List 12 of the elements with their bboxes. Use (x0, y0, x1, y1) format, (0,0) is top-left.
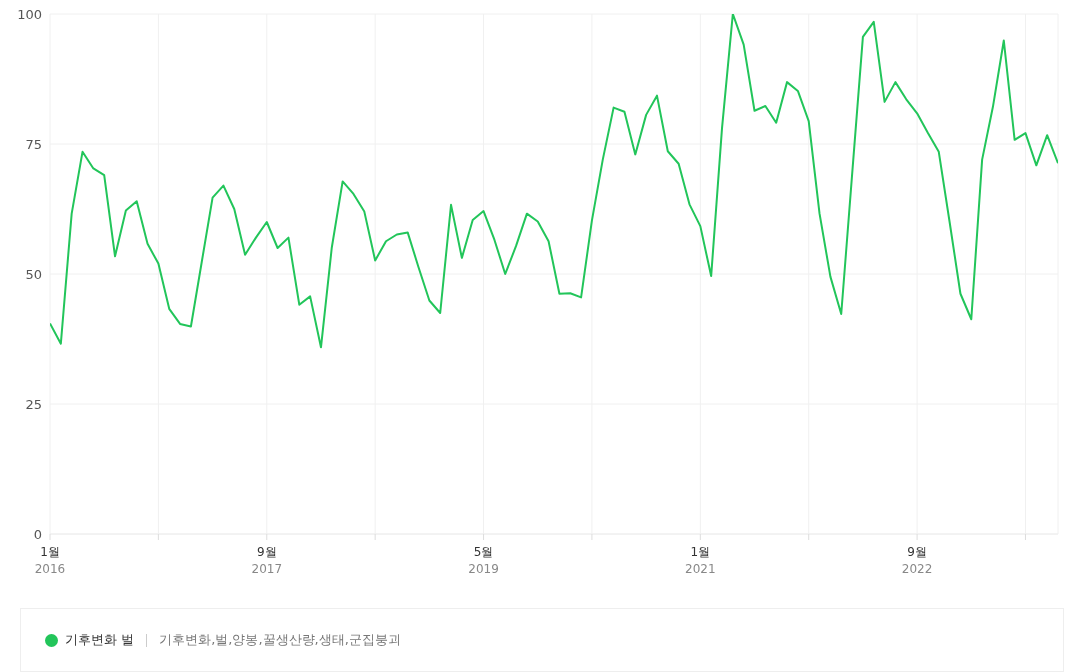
y-tick-label: 100 (17, 6, 42, 22)
legend-label: 기후변화 벌 (64, 631, 135, 649)
x-tick-label: 9월 2022 (901, 545, 933, 576)
y-tick-label: 25 (25, 396, 42, 412)
text: 기후변화,벌,양봉,꿀생산량,생태,군집붕괴 (158, 631, 401, 649)
x-tick-label: 1월 2016 (34, 545, 66, 576)
y-tick-label: 50 (25, 266, 42, 282)
y-tick-label: 0 (33, 526, 42, 542)
y-tick-label: 75 (25, 136, 42, 152)
x-tick-label: 1월 2021 (685, 545, 716, 576)
x-tick-label: 5월 2019 (468, 545, 499, 576)
x-tick-label: 9월 2017 (251, 545, 283, 576)
